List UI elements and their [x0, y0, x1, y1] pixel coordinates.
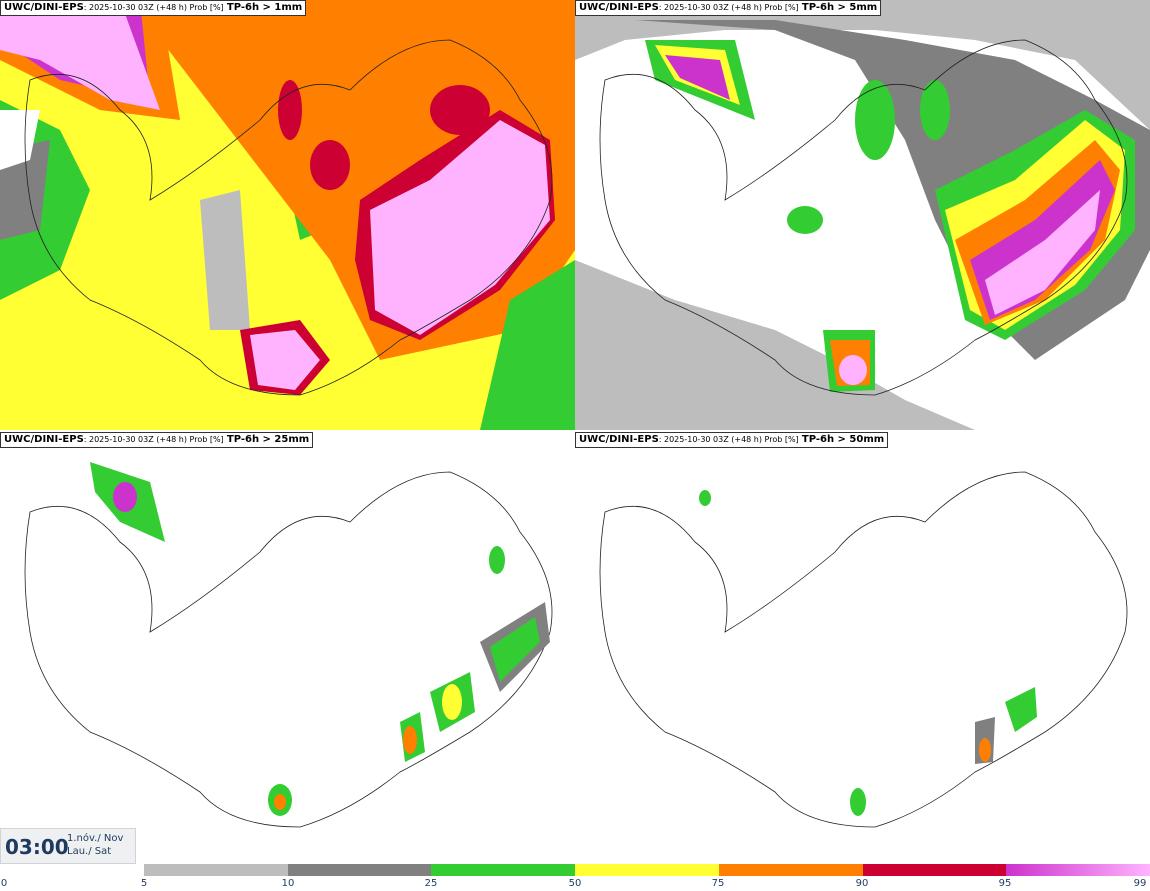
- colorbar-segment: [575, 864, 719, 876]
- colorbar-segment: [1006, 864, 1150, 876]
- colorbar-segment: [144, 864, 288, 876]
- map-tp-50mm: [599, 471, 1128, 828]
- colorbar-tick: 50: [568, 878, 582, 889]
- colorbar-tick: 75: [711, 878, 725, 889]
- colorbar-tick: 95: [998, 878, 1012, 889]
- panel-tp-50mm: UWC/DINI-EPS: 2025-10-30 03Z (+48 h) Pro…: [575, 432, 1150, 862]
- map-tp-25mm: [24, 462, 553, 828]
- panel-title: UWC/DINI-EPS: 2025-10-30 03Z (+48 h) Pro…: [0, 0, 307, 16]
- colorbar-tick: 10: [281, 878, 295, 889]
- panel-tp-1mm: UWC/DINI-EPS: 2025-10-30 03Z (+48 h) Pro…: [0, 0, 575, 430]
- map-tp-1mm: [0, 0, 575, 430]
- colorbar-segment: [431, 864, 576, 876]
- colorbar-segment: [718, 864, 863, 876]
- colorbar-tick: 99: [1133, 878, 1147, 889]
- panel-tp-25mm: UWC/DINI-EPS: 2025-10-30 03Z (+48 h) Pro…: [0, 432, 575, 862]
- colorbar-tick: 90: [855, 878, 869, 889]
- valid-date: 1.nóv./ Nov Lau./ Sat: [67, 833, 124, 857]
- colorbar-tick: 0: [0, 878, 8, 889]
- colorbar-tick: 25: [424, 878, 438, 889]
- panel-tp-5mm: UWC/DINI-EPS: 2025-10-30 03Z (+48 h) Pro…: [575, 0, 1150, 430]
- map-tp-5mm: [575, 0, 1150, 430]
- valid-time: 03:00: [5, 835, 69, 859]
- panel-title: UWC/DINI-EPS: 2025-10-30 03Z (+48 h) Pro…: [575, 432, 889, 448]
- colorbar-segment: [287, 864, 432, 876]
- colorbar-segment: [862, 864, 1007, 876]
- colorbar: [144, 864, 1150, 876]
- colorbar-tick: 5: [140, 878, 148, 889]
- valid-time-box: 03:00 1.nóv./ Nov Lau./ Sat: [0, 828, 136, 864]
- panel-title: UWC/DINI-EPS: 2025-10-30 03Z (+48 h) Pro…: [575, 0, 882, 16]
- panel-title: UWC/DINI-EPS: 2025-10-30 03Z (+48 h) Pro…: [0, 432, 314, 448]
